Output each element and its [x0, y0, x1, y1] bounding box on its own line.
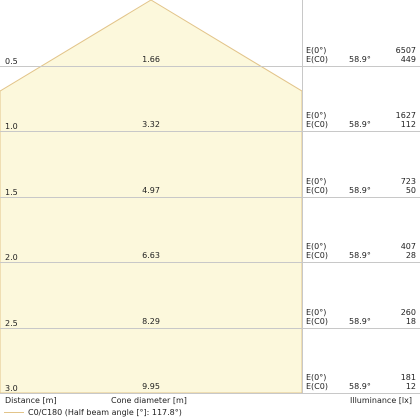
e0-label: E(0°): [306, 307, 327, 317]
distance-label: 1.5: [5, 187, 18, 197]
cone-diameter-label: 6.63: [142, 251, 160, 260]
distance-label: 0.5: [5, 56, 18, 66]
ec0-label: E(C0): [306, 251, 328, 260]
beam-angle-value: 58.9°: [349, 120, 371, 129]
e0-label: E(0°): [306, 242, 327, 251]
e0-label: E(0°): [306, 373, 327, 382]
ec0-value: 449: [400, 54, 416, 64]
ec0-value: 50: [405, 185, 416, 195]
illuminance-entry: E(0°) E(C0) 58.9° 6507 449: [306, 46, 416, 64]
e0-value: 260: [400, 307, 416, 317]
ec0-label: E(C0): [306, 120, 328, 129]
e0-value: 6507: [395, 45, 416, 55]
beam-angle-value: 58.9°: [349, 54, 371, 64]
cone-diameter-label: 4.97: [142, 185, 160, 195]
beam-angle-value: 58.9°: [349, 185, 371, 195]
cone-diameter-label: 9.95: [142, 382, 160, 391]
e0-value: 181: [400, 373, 416, 382]
beam-angle-value: 58.9°: [349, 251, 371, 260]
ec0-value: 12: [405, 382, 416, 391]
ec0-label: E(C0): [306, 316, 328, 326]
ec0-value: 18: [405, 316, 416, 326]
legend-swatch: [4, 412, 24, 413]
e0-label: E(0°): [306, 111, 327, 120]
illuminance-entry: E(0°) E(C0) 58.9° 407 28: [306, 242, 416, 260]
ec0-value: 112: [400, 120, 416, 129]
ec0-label: E(C0): [306, 54, 328, 64]
illuminance-entry: E(0°) E(C0) 58.9° 1627 112: [306, 111, 416, 129]
legend: C0/C180 (Half beam angle [°]: 117.8°): [4, 408, 182, 417]
distance-label: 2.5: [5, 318, 18, 328]
distance-label: 3.0: [5, 384, 18, 393]
cone-diameter-label: 3.32: [142, 120, 160, 129]
e0-value: 1627: [395, 111, 416, 120]
ec0-value: 28: [405, 251, 416, 260]
e0-value: 723: [400, 176, 416, 186]
ec0-label: E(C0): [306, 382, 328, 391]
distance-label: 1.0: [5, 122, 18, 131]
e0-label: E(0°): [306, 45, 327, 55]
illuminance-entry: E(0°) E(C0) 58.9° 260 18: [306, 308, 416, 326]
distance-axis-label: Distance [m]: [5, 396, 57, 405]
e0-value: 407: [400, 242, 416, 251]
distance-label: 2.0: [5, 253, 18, 262]
legend-label: C0/C180 (Half beam angle [°]: 117.8°): [28, 408, 182, 417]
illuminance-entry: E(0°) E(C0) 58.9° 723 50: [306, 177, 416, 195]
illuminance-axis-label: Illuminance [lx]: [350, 396, 412, 405]
cone-diameter-axis-label: Cone diameter [m]: [111, 396, 187, 405]
grid-layer: [0, 0, 420, 394]
illuminance-entry: E(0°) E(C0) 58.9° 181 12: [306, 373, 416, 391]
cone-diameter-label: 8.29: [142, 316, 160, 326]
beam-angle-value: 58.9°: [349, 382, 371, 391]
e0-label: E(0°): [306, 176, 327, 186]
beam-angle-value: 58.9°: [349, 316, 371, 326]
cone-diameter-label: 1.66: [142, 54, 160, 64]
ec0-label: E(C0): [306, 185, 328, 195]
